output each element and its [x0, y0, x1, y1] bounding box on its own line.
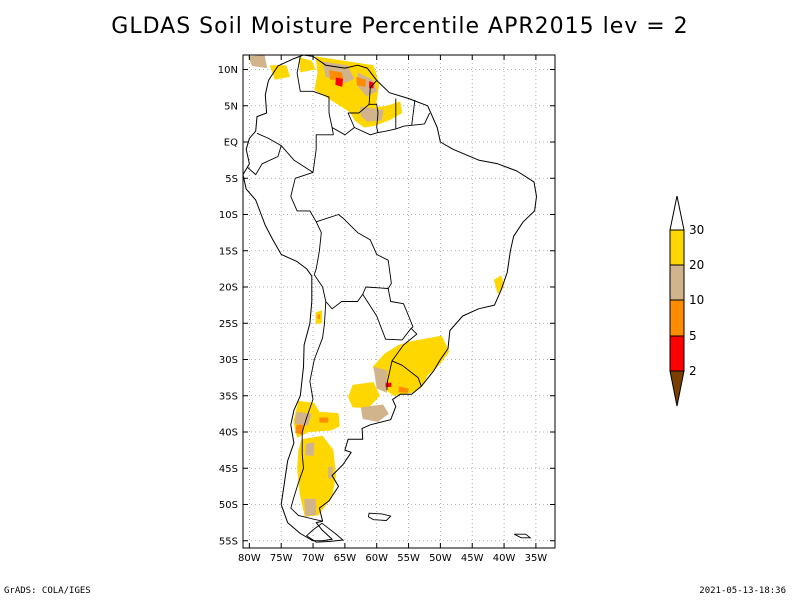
lon-tick-label: 45W — [461, 553, 484, 564]
lat-tick-label: 35S — [219, 391, 238, 402]
lat-tick-label: 10N — [218, 65, 238, 76]
lat-tick-label: 45S — [219, 464, 238, 475]
colorbar-label: 2 — [689, 364, 697, 378]
percentile-5-10-patch — [329, 70, 344, 80]
percentile-20-30-patch — [372, 335, 450, 396]
country-border — [331, 103, 370, 136]
lon-tick-label: 60W — [365, 553, 388, 564]
percentile-10-20-patch — [305, 442, 315, 456]
lon-tick-label: 65W — [334, 553, 357, 564]
lat-tick-label: 10S — [219, 210, 238, 221]
lat-tick-label: 40S — [219, 428, 238, 439]
percentile-20-30-patch — [293, 400, 340, 438]
lon-tick-label: 40W — [493, 553, 516, 564]
percentile-20-30-patch — [297, 435, 336, 517]
falkland-islands-outline — [367, 512, 392, 521]
percentile-5-10-patch — [398, 386, 409, 393]
coastline-and-borders — [242, 54, 537, 543]
colorbar-label: 10 — [689, 293, 704, 307]
footer-timestamp: 2021-05-13-18:36 — [699, 586, 786, 596]
lon-tick-label: 55W — [397, 553, 420, 564]
percentile-5-10-patch — [356, 76, 366, 87]
percentile-20-30-patch — [348, 382, 380, 409]
lat-tick-label: 15S — [219, 246, 238, 257]
percentile-10-20-patch — [248, 55, 268, 69]
lat-tick-label: 50S — [219, 500, 238, 511]
colorbar-segment-20-30 — [669, 229, 685, 266]
lon-tick-label: 75W — [270, 553, 293, 564]
country-border — [290, 301, 327, 522]
lon-tick-label: 35W — [525, 553, 548, 564]
percentile-5-10-patch — [319, 417, 329, 423]
coastline — [242, 54, 537, 542]
colorbar-segment-2-5 — [669, 335, 685, 372]
lat-tick-label: 5S — [225, 174, 238, 185]
percentile-10-20-patch — [357, 72, 378, 97]
colorbar-segment-5-10 — [669, 299, 685, 337]
percentile-10-20-patch — [373, 366, 388, 393]
country-border — [354, 127, 379, 136]
colorbar-label: 30 — [689, 223, 704, 237]
lon-tick-label: 50W — [429, 553, 452, 564]
percentile-10-20-patch — [328, 466, 333, 479]
colorbar-segment-10-20 — [669, 264, 685, 301]
lat-tick-label: 30S — [219, 355, 238, 366]
percentile-shading — [248, 55, 505, 517]
lon-tick-label: 80W — [238, 553, 261, 564]
lat-tick-label: EQ — [224, 138, 238, 149]
map-title: GLDAS Soil Moisture Percentile APR2015 l… — [111, 14, 689, 39]
lat-tick-label: 55S — [219, 536, 238, 547]
footer-software-credit: GrADS: COLA/IGES — [4, 586, 91, 596]
percentile-2-5-patch — [369, 81, 374, 89]
colorbar-label: 5 — [689, 329, 697, 343]
percentile-5-10-patch — [317, 314, 320, 319]
percentile-10-20-patch — [360, 404, 389, 422]
percentile-20-30-patch — [269, 65, 291, 80]
percentile-10-20-patch — [304, 498, 317, 517]
colorbar: 2 5 10 20 30 — [669, 195, 704, 407]
country-border — [256, 132, 334, 173]
tierra-del-fuego-outline — [305, 522, 345, 543]
country-border — [290, 171, 322, 275]
lat-tick-label: 25S — [219, 319, 238, 330]
country-border — [313, 274, 389, 310]
country-border — [296, 56, 334, 135]
lat-tick-label: 20S — [219, 283, 238, 294]
country-border — [411, 99, 416, 126]
country-border — [247, 145, 282, 176]
percentile-20-30-patch — [299, 57, 316, 73]
colorbar-label: 20 — [689, 258, 704, 272]
colorbar-bottom-triangle — [669, 370, 685, 407]
map-frame — [242, 54, 556, 549]
country-border — [386, 360, 393, 390]
lon-tick-label: 70W — [302, 553, 325, 564]
south-georgia-outline — [513, 533, 532, 539]
percentile-2-5-patch — [385, 382, 392, 387]
axis-ticks: 10N 5N EQ 5S 10S 15S 20S 25S 30S 35S 40S 45S 50S 55S8… — [218, 55, 555, 564]
lat-tick-label: 5N — [224, 101, 238, 112]
country-border — [362, 288, 414, 341]
percentile-2-5-patch — [335, 77, 343, 87]
country-border — [316, 214, 392, 289]
